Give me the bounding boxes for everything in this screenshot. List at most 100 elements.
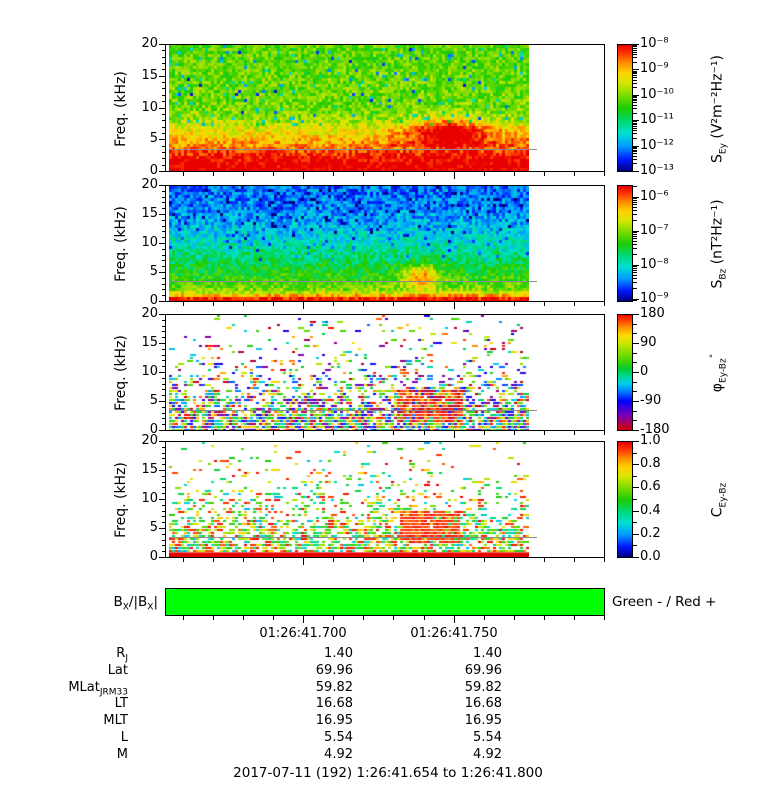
tick-mark — [162, 152, 165, 153]
tick-mark — [484, 302, 485, 306]
colorbar-tick-label: 90 — [640, 335, 657, 350]
tick-mark — [162, 63, 165, 64]
tick-mark — [159, 499, 165, 500]
colorbar-tick-label: 0.8 — [640, 456, 661, 471]
y-tick-label: 5 — [149, 264, 158, 279]
tick-mark — [159, 430, 165, 431]
tick-mark — [162, 418, 165, 419]
tick-mark — [159, 243, 165, 244]
tick-mark — [159, 557, 165, 558]
quantity-sup: ° — [709, 353, 719, 359]
spectrogram-canvas-coherence — [169, 442, 529, 557]
ephemeris-label: LT — [28, 696, 128, 714]
tick-mark — [159, 185, 165, 186]
y-tick-label: 5 — [149, 520, 158, 535]
tick-mark — [633, 120, 639, 121]
ephemeris-label-sub: J — [125, 653, 128, 664]
colorbar-tick-label: 1.0 — [640, 433, 661, 448]
tick-mark — [213, 172, 214, 176]
spectrogram-panel-phase — [165, 314, 605, 431]
tick-mark — [162, 505, 165, 506]
ephemeris-row-mlt: MLT 16.95 16.95 — [0, 713, 758, 729]
tick-mark — [303, 302, 304, 309]
tick-mark — [633, 391, 637, 392]
tick-mark — [633, 102, 637, 103]
y-tick-label: 10 — [141, 364, 158, 379]
tick-mark — [159, 314, 165, 315]
y-tick-label: 10 — [141, 99, 158, 115]
tick-mark — [162, 249, 165, 250]
tick-mark — [633, 214, 637, 215]
tick-mark — [574, 616, 575, 620]
tick-mark — [633, 202, 637, 203]
y-tick-label: 0 — [149, 549, 158, 564]
colorbar-tick-label: 10⁻⁸ — [640, 257, 669, 272]
tick-mark — [633, 204, 637, 205]
ephemeris-value: 1.40 — [324, 646, 353, 661]
colorbar-tick-label: 0 — [640, 364, 649, 379]
spectrogram-panel-sbz — [165, 185, 605, 302]
tick-mark — [633, 150, 637, 151]
tick-mark — [162, 95, 165, 96]
tick-mark — [633, 545, 637, 546]
tick-mark — [633, 362, 637, 363]
tick-mark — [544, 558, 545, 562]
tick-mark — [574, 558, 575, 562]
tick-mark — [633, 151, 637, 152]
tick-mark — [162, 231, 165, 232]
tick-mark — [273, 616, 274, 620]
colorbar-tick-label: 10⁻⁷ — [640, 223, 669, 238]
colorbar-tick-label: 0.0 — [640, 549, 661, 564]
tick-mark — [162, 366, 165, 367]
tick-mark — [633, 148, 637, 149]
tick-mark — [393, 431, 394, 435]
tick-mark — [633, 282, 637, 283]
spectrogram-canvas-phase — [169, 315, 529, 430]
tick-mark — [633, 99, 637, 100]
tick-mark — [633, 71, 637, 72]
tick-mark — [633, 268, 637, 269]
ephemeris-value: 1.40 — [473, 646, 502, 661]
tick-mark — [633, 244, 637, 245]
tick-mark — [162, 114, 165, 115]
tick-mark — [633, 231, 639, 232]
tick-mark — [633, 557, 639, 558]
spectrogram-canvas-sey — [169, 45, 529, 171]
tick-mark — [633, 238, 637, 239]
tick-mark — [159, 272, 165, 273]
ephemeris-label-text: MLat — [68, 680, 100, 695]
tick-mark — [159, 214, 165, 215]
tick-mark — [514, 302, 515, 306]
colorbar-tick-label: 0.6 — [640, 479, 661, 494]
tick-mark — [633, 130, 637, 131]
ephemeris-value: 69.96 — [464, 663, 502, 678]
ephemeris-row-m: M 4.92 4.92 — [0, 747, 758, 763]
tick-mark — [162, 82, 165, 83]
tick-mark — [633, 87, 637, 88]
ephemeris-label: MLT — [28, 713, 128, 731]
tick-mark — [633, 324, 637, 325]
tick-mark — [633, 45, 637, 46]
tick-mark — [514, 558, 515, 562]
tick-mark — [162, 384, 165, 385]
colorbar-tick-label: 180 — [640, 306, 665, 321]
tick-mark — [162, 284, 165, 285]
tick-mark — [162, 320, 165, 321]
tick-mark — [273, 302, 274, 306]
spectrogram-panel-coherence — [165, 441, 605, 558]
y-tick-label: 10 — [141, 491, 158, 506]
tick-mark — [162, 101, 165, 102]
tick-mark — [162, 127, 165, 128]
tick-mark — [162, 57, 165, 58]
tick-mark — [633, 44, 639, 45]
y-tick-label: 20 — [141, 36, 158, 51]
tick-mark — [574, 172, 575, 176]
quantity-symbol: C — [709, 507, 726, 518]
tick-mark — [604, 616, 605, 620]
tick-mark — [162, 331, 165, 332]
ephemeris-row-l: L 5.54 5.54 — [0, 730, 758, 746]
tick-mark — [574, 431, 575, 435]
tick-mark — [162, 551, 165, 552]
ephemeris-label-text: L — [120, 730, 128, 745]
tick-mark — [162, 337, 165, 338]
